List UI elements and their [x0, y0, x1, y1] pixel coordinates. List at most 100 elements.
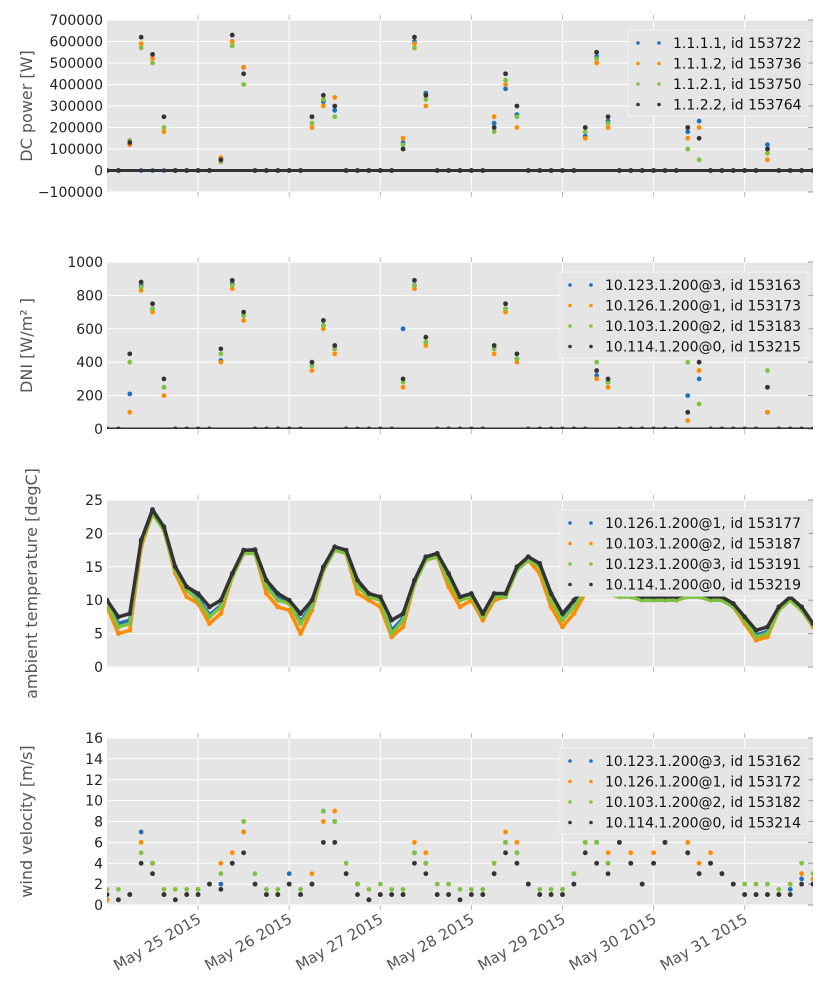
- data-point: [252, 871, 258, 877]
- data-point: [332, 544, 338, 550]
- data-point: [810, 881, 813, 887]
- data-point: [571, 604, 577, 610]
- data-point: [799, 426, 805, 429]
- data-point: [127, 140, 133, 145]
- data-point: [423, 343, 429, 348]
- data-point: [309, 114, 315, 120]
- data-point: [685, 850, 691, 856]
- legend-marker: [657, 102, 661, 107]
- data-point: [685, 135, 691, 141]
- data-point: [776, 168, 782, 173]
- data-point: [366, 886, 372, 892]
- legend-label: 10.103.1.200@2, id 153187: [605, 537, 801, 553]
- data-point: [115, 614, 121, 620]
- data-point: [286, 597, 292, 603]
- data-point: [491, 120, 497, 126]
- data-point: [218, 359, 224, 365]
- data-point: [150, 301, 155, 307]
- legend-marker: [657, 82, 661, 86]
- data-point: [355, 881, 360, 887]
- data-point: [332, 808, 338, 814]
- data-point: [696, 368, 702, 373]
- data-point: [377, 168, 383, 173]
- data-point: [355, 577, 360, 583]
- data-point: [172, 564, 178, 570]
- legend-marker: [589, 582, 593, 587]
- legend-marker: [589, 521, 593, 525]
- data-point: [651, 860, 656, 866]
- data-point: [719, 168, 725, 173]
- series-4: [107, 277, 813, 429]
- data-point: [107, 597, 110, 603]
- data-point: [320, 103, 326, 109]
- data-point: [389, 886, 395, 892]
- data-point: [309, 871, 315, 877]
- data-point: [207, 604, 212, 610]
- data-point: [172, 886, 178, 892]
- data-point: [514, 356, 520, 362]
- data-point: [742, 614, 748, 620]
- data-point: [241, 819, 247, 824]
- data-point: [275, 591, 281, 596]
- data-point: [514, 860, 520, 866]
- data-point: [252, 426, 258, 429]
- data-point: [195, 892, 201, 897]
- data-point: [184, 584, 190, 590]
- data-point: [320, 97, 326, 102]
- y-tick-label: 400000: [50, 78, 103, 94]
- data-point: [503, 839, 508, 845]
- data-point: [138, 34, 144, 40]
- legend-marker: [636, 61, 640, 66]
- data-point: [651, 597, 656, 603]
- data-point: [548, 591, 554, 596]
- data-point: [229, 282, 235, 288]
- legend-label: 10.123.1.200@3, id 153163: [605, 278, 801, 294]
- data-point: [423, 850, 429, 856]
- legend-label: 1.1.1.1, id 153722: [673, 36, 802, 52]
- data-point: [161, 886, 167, 892]
- data-point: [514, 839, 520, 845]
- data-point: [765, 146, 770, 152]
- data-point: [286, 168, 292, 173]
- legend-marker: [589, 324, 593, 328]
- data-point: [514, 103, 520, 109]
- subplot-1: 700000 600000 500000 400000 300000 200000 1000…: [17, 13, 813, 201]
- data-point: [548, 168, 554, 173]
- data-point: [309, 368, 315, 373]
- data-point: [605, 379, 611, 385]
- data-point: [605, 871, 611, 877]
- data-point: [138, 860, 144, 866]
- data-point: [514, 850, 520, 856]
- data-point: [765, 881, 770, 887]
- data-point: [115, 631, 121, 636]
- legend-marker: [589, 759, 593, 763]
- data-point: [491, 343, 497, 348]
- data-point: [696, 871, 702, 877]
- data-point: [343, 168, 349, 173]
- data-point: [184, 594, 190, 600]
- data-point: [127, 621, 133, 626]
- data-point: [229, 286, 235, 292]
- y-tick-label: 14: [85, 752, 103, 768]
- series-4: [107, 32, 813, 173]
- data-point: [685, 125, 691, 130]
- data-point: [423, 871, 429, 877]
- data-point: [730, 601, 736, 606]
- data-point: [480, 426, 486, 429]
- legend-marker: [589, 820, 593, 825]
- data-point: [503, 306, 508, 312]
- legend-label: 10.123.1.200@3, id 153191: [605, 557, 801, 573]
- data-point: [708, 426, 713, 429]
- data-point: [514, 359, 520, 365]
- data-point: [400, 379, 406, 385]
- data-point: [127, 351, 133, 357]
- data-point: [150, 860, 155, 866]
- data-point: [503, 591, 508, 596]
- data-point: [537, 886, 543, 892]
- data-point: [264, 426, 269, 429]
- data-point: [571, 168, 577, 173]
- data-point: [161, 114, 167, 120]
- data-point: [503, 77, 508, 83]
- data-point: [377, 892, 383, 897]
- data-point: [400, 611, 406, 616]
